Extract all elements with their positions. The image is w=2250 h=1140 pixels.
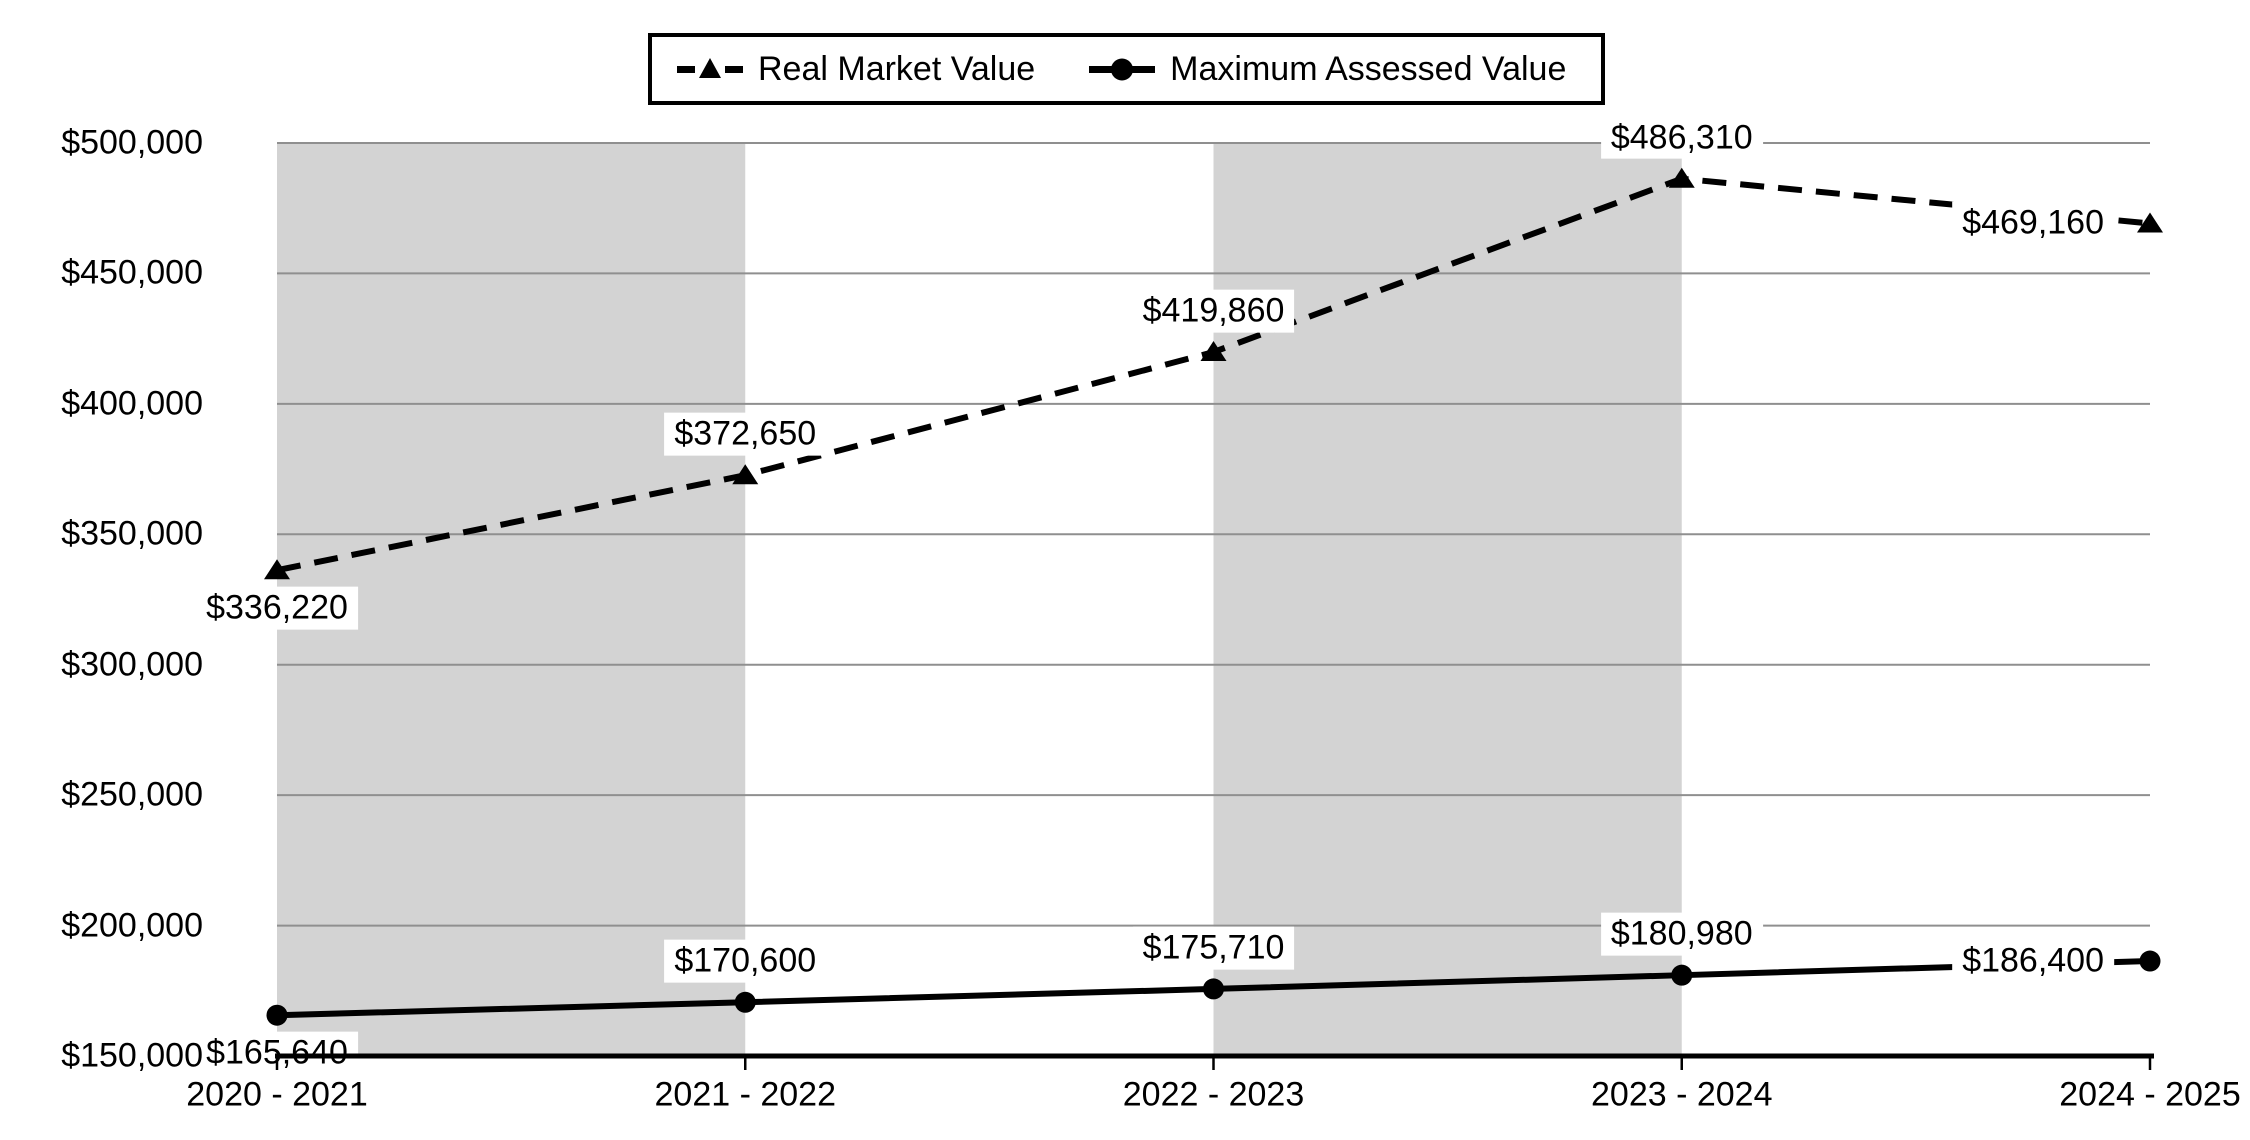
- circle-marker: [734, 991, 756, 1013]
- legend-item-real-market-value: Real Market Value: [677, 50, 1035, 89]
- y-axis-tick-label: $500,000: [61, 123, 203, 162]
- data-label: $419,860: [1132, 289, 1295, 333]
- x-axis-category-label: 2023 - 2024: [1591, 1075, 1773, 1114]
- y-axis-tick-label: $300,000: [61, 645, 203, 684]
- data-label: $170,600: [664, 939, 827, 983]
- data-label: $336,220: [196, 586, 358, 630]
- legend: Real Market Value Maximum Assessed Value: [648, 33, 1605, 105]
- x-axis-category-label: 2020 - 2021: [186, 1075, 368, 1114]
- y-axis-tick-label: $250,000: [61, 775, 203, 814]
- legend-label-real-market-value: Real Market Value: [758, 49, 1036, 88]
- circle-marker: [266, 1004, 288, 1026]
- y-axis-tick-label: $350,000: [61, 514, 203, 553]
- data-label: $180,980: [1600, 912, 1763, 956]
- triangle-marker: [732, 464, 759, 485]
- x-axis-category-label: 2021 - 2022: [654, 1075, 837, 1114]
- circle-marker: [2139, 950, 2161, 972]
- y-axis-tick-label: $450,000: [61, 253, 203, 292]
- y-axis-tick-label: $200,000: [61, 906, 203, 945]
- triangle-marker: [2137, 212, 2163, 233]
- y-axis-tick-label: $400,000: [61, 384, 203, 423]
- legend-item-maximum-assessed-value: Maximum Assessed Value: [1089, 50, 1566, 89]
- dashed-line-triangle-marker-icon: [677, 52, 743, 86]
- triangle-marker: [1200, 341, 1227, 362]
- circle-marker: [1671, 964, 1693, 986]
- data-label: $165,640: [196, 1031, 358, 1075]
- data-label: $486,310: [1600, 116, 1763, 160]
- triangle-marker: [264, 559, 290, 580]
- data-label: $175,710: [1132, 926, 1295, 970]
- y-axis-tick-label: $150,000: [61, 1036, 203, 1075]
- circle-marker: [1203, 978, 1224, 1000]
- x-axis-category-label: 2024 - 2025: [2059, 1075, 2241, 1114]
- data-label: $469,160: [1952, 202, 2114, 245]
- data-label: $372,650: [664, 412, 827, 456]
- x-axis-category-label: 2022 - 2023: [1122, 1075, 1305, 1114]
- triangle-marker: [1668, 167, 1695, 188]
- data-label: $186,400: [1952, 939, 2114, 983]
- legend-label-maximum-assessed-value: Maximum Assessed Value: [1170, 49, 1567, 88]
- solid-line-circle-marker-icon: [1089, 52, 1156, 86]
